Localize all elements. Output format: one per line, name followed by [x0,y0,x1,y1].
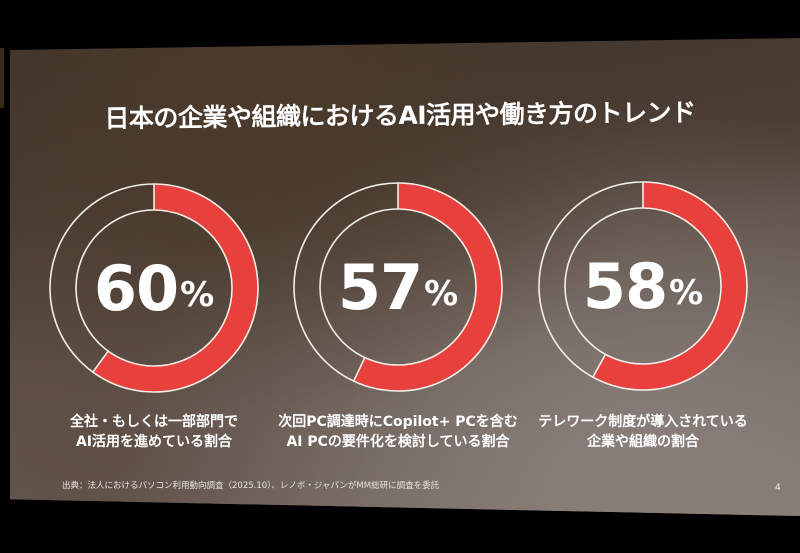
caption-ai-adoption: 全社・もしくは一部部門で AI活用を進めている割合 [4,412,304,452]
donut-ring [293,182,503,392]
percentage-sign: % [424,274,459,314]
caption-line: AI PCの要件化を検討している割合 [286,434,510,450]
percentage-number: 57 [337,250,423,324]
percentage-value: 58% [533,176,753,396]
donut-chart-ai-adoption: 60% [44,178,264,398]
caption-line: AI活用を進めている割合 [75,434,233,450]
percentage-sign: % [669,273,704,313]
percentage-value: 57% [288,177,508,397]
percentage-sign: % [180,275,215,315]
caption-line: 次回PC調達時にCopilot+ PCを含む [278,414,518,430]
percentage-number: 60 [93,251,179,325]
caption-ai-pc-requirement: 次回PC調達時にCopilot+ PCを含む AI PCの要件化を検討している割… [248,412,548,452]
caption-line: 企業や組織の割合 [587,434,699,450]
caption-telework: テレワーク制度が導入されている 企業や組織の割合 [493,412,793,452]
percentage-number: 58 [582,249,668,323]
donut-ring [49,183,259,393]
source-note: 出典：法人におけるパソコン利用動向調査（2025.10）、レノボ・ジャパンがMM… [62,481,440,491]
percentage-value: 60% [44,178,264,398]
donut-chart-ai-pc-requirement: 57% [288,177,508,397]
slide-background [10,38,800,516]
caption-line: テレワーク制度が導入されている [538,414,748,430]
donut-ring [538,181,748,391]
page-number: 4 [775,483,781,493]
caption-line: 全社・もしくは一部部門で [70,414,238,430]
screen-edge [0,48,4,108]
donut-chart-telework: 58% [533,176,753,396]
